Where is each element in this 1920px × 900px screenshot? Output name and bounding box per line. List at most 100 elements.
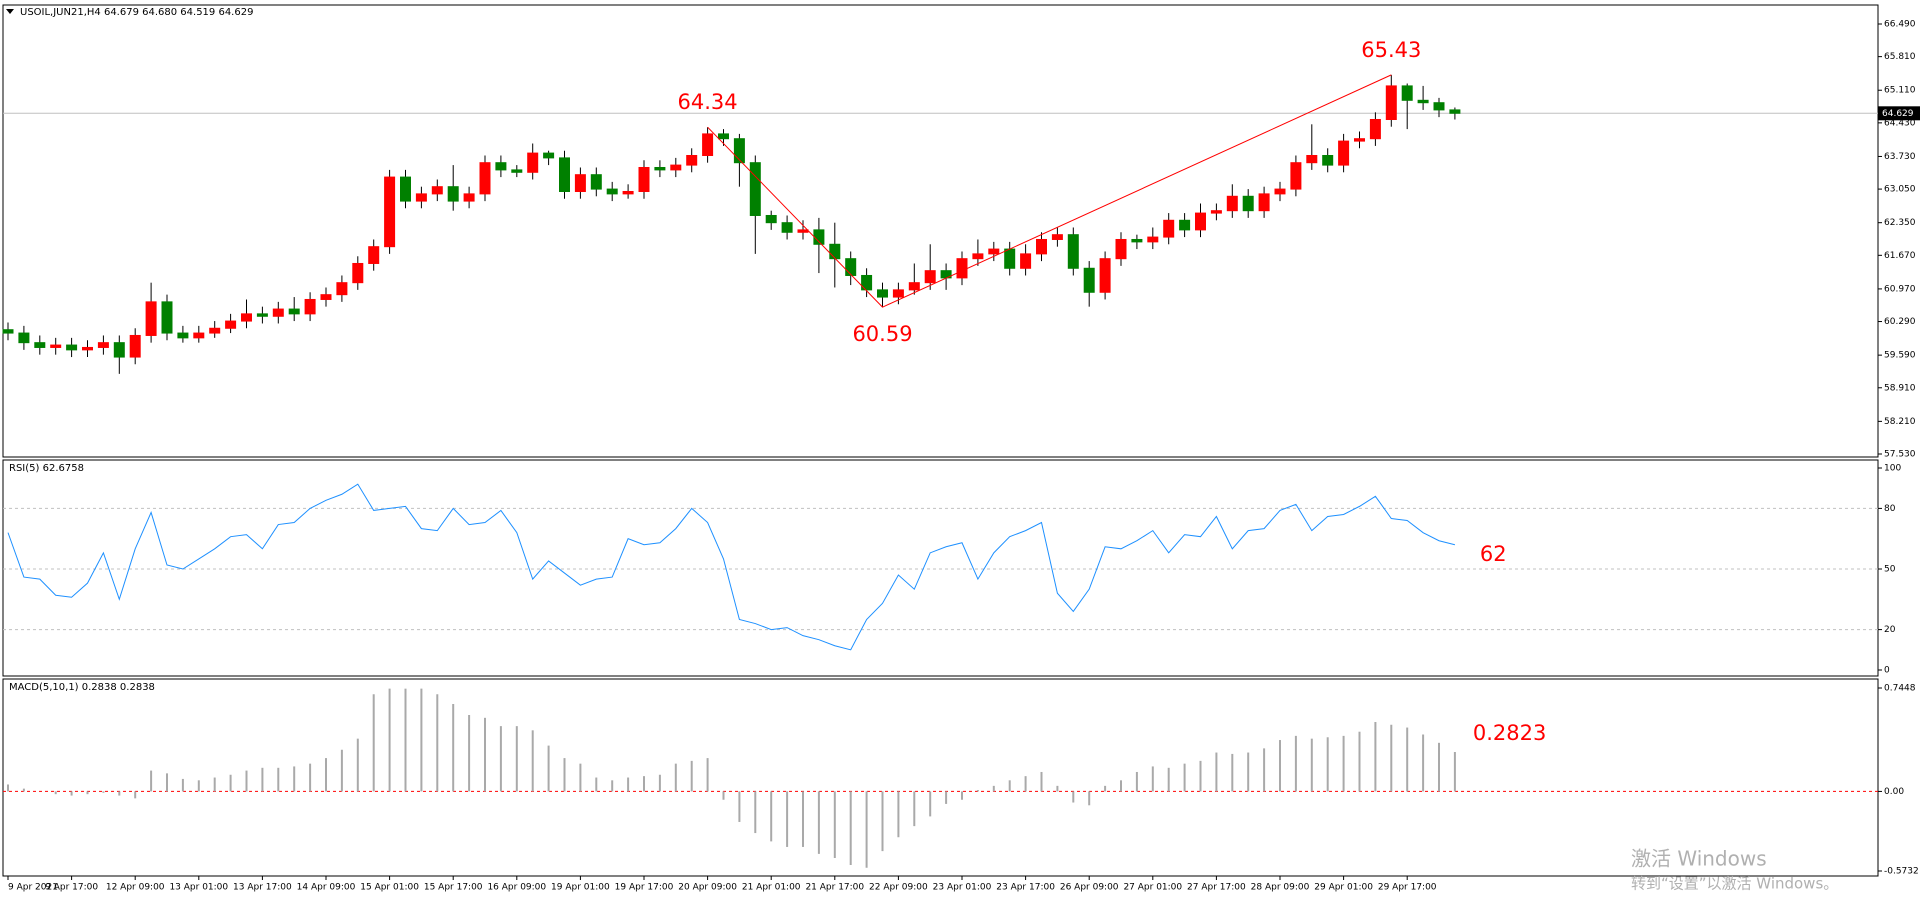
candle-body (574, 174, 586, 192)
candle-body (209, 327, 221, 334)
candle-body (1274, 188, 1286, 195)
candle-body (988, 248, 1000, 255)
x-tick-label: 15 Apr 17:00 (424, 883, 483, 893)
x-tick-label: 14 Apr 09:00 (297, 883, 356, 893)
y-tick-label: 60.290 (1884, 317, 1916, 327)
candle-body (1067, 234, 1079, 269)
rsi-line (7, 483, 1456, 651)
x-tick-label: 21 Apr 17:00 (805, 883, 864, 893)
candle-body (193, 332, 205, 339)
candle-body (1147, 236, 1159, 243)
candle-body (50, 344, 62, 348)
x-tick-label: 26 Apr 09:00 (1060, 883, 1119, 893)
y-tick-label: 0.00 (1884, 787, 1904, 797)
candle-body (129, 334, 141, 358)
watermark: 转到“设置”以激活 Windows。 (1631, 875, 1838, 893)
candle-body (765, 214, 777, 224)
candle-body (877, 289, 888, 298)
candle-body (1433, 102, 1445, 111)
candle-body (145, 301, 157, 336)
rsi-annotation: 62 (1480, 542, 1507, 566)
x-tick-label: 20 Apr 09:00 (678, 883, 737, 893)
x-tick-label: 16 Apr 09:00 (487, 883, 546, 893)
y-tick-label: 50 (1884, 565, 1896, 575)
candle-body (34, 342, 46, 348)
candle-body (654, 166, 666, 171)
x-tick-label: 22 Apr 09:00 (869, 883, 928, 893)
candle-body (1115, 238, 1127, 260)
candle-body (1449, 109, 1461, 114)
candle-body (1195, 212, 1206, 231)
y-tick-label: 0 (1884, 666, 1890, 676)
candle-body (845, 258, 857, 276)
x-tick-label: 19 Apr 17:00 (615, 883, 674, 893)
y-tick-label: 100 (1884, 464, 1901, 474)
candle-body (1036, 238, 1047, 255)
y-tick-label: 58.210 (1884, 417, 1916, 427)
candle-body (1210, 210, 1222, 214)
candle-body (1322, 154, 1334, 166)
candle-body (1401, 85, 1413, 101)
last-price-box (1878, 106, 1920, 121)
x-tick-label: 13 Apr 01:00 (169, 883, 228, 893)
candle-body (1051, 234, 1063, 240)
x-tick-label: 28 Apr 09:00 (1251, 883, 1310, 893)
candle-body (543, 152, 555, 159)
candle-body (1369, 119, 1381, 140)
candle-body (1417, 99, 1429, 104)
candle-body (113, 342, 125, 358)
y-tick-label: 20 (1884, 625, 1896, 635)
candle-body (1290, 162, 1302, 190)
x-tick-label: 9 Apr 2021 (8, 883, 58, 893)
candle-body (241, 313, 252, 322)
candle-body (1179, 219, 1191, 231)
y-tick-label: 65.810 (1884, 52, 1916, 62)
y-tick-label: 80 (1884, 504, 1896, 514)
candle-body (718, 133, 729, 140)
y-tick-label: -0.5732 (1884, 867, 1919, 877)
candle-body (2, 329, 14, 334)
x-tick-label: 12 Apr 09:00 (106, 883, 165, 893)
candle-body (622, 190, 634, 195)
candle-body (1354, 138, 1365, 142)
candle-body (702, 133, 714, 156)
candle-body (908, 282, 920, 291)
candle-body (1385, 85, 1397, 121)
candle-body (384, 176, 396, 248)
candle-body (1226, 195, 1238, 212)
y-tick-label: 0.7448 (1884, 684, 1916, 694)
macd-annotation: 0.2823 (1473, 721, 1546, 745)
candle-body (97, 342, 109, 348)
macd-title: MACD(5,10,1) 0.2838 0.2838 (9, 682, 155, 693)
menu-arrow[interactable] (6, 9, 14, 14)
zigzag-line (707, 74, 1392, 308)
candle-body (527, 152, 539, 173)
candle-body (972, 253, 984, 260)
candle-body (400, 176, 411, 202)
candle-body (670, 164, 682, 171)
candle-body (956, 258, 968, 279)
candle-body (82, 346, 93, 351)
candle-body (288, 308, 300, 315)
candle-body (368, 246, 380, 264)
candle-body (1163, 219, 1175, 238)
candle-body (1004, 248, 1016, 269)
watermark: 激活 Windows (1631, 847, 1767, 871)
candle-body (225, 320, 237, 329)
y-tick-label: 65.110 (1884, 86, 1916, 96)
x-tick-label: 27 Apr 17:00 (1187, 883, 1246, 893)
x-tick-label: 23 Apr 17:00 (996, 883, 1055, 893)
candle-body (686, 154, 698, 166)
y-tick-label: 62.350 (1884, 218, 1916, 228)
candle-body (431, 186, 443, 195)
candle-body (1083, 267, 1095, 293)
candle-body (511, 169, 523, 173)
candle-body (861, 274, 873, 291)
y-tick-label: 63.730 (1884, 152, 1916, 162)
y-tick-label: 58.910 (1884, 383, 1916, 393)
candle-body (1131, 238, 1143, 243)
candle-body (336, 282, 348, 296)
x-tick-label: 23 Apr 01:00 (933, 883, 992, 893)
candle-body (66, 344, 78, 351)
